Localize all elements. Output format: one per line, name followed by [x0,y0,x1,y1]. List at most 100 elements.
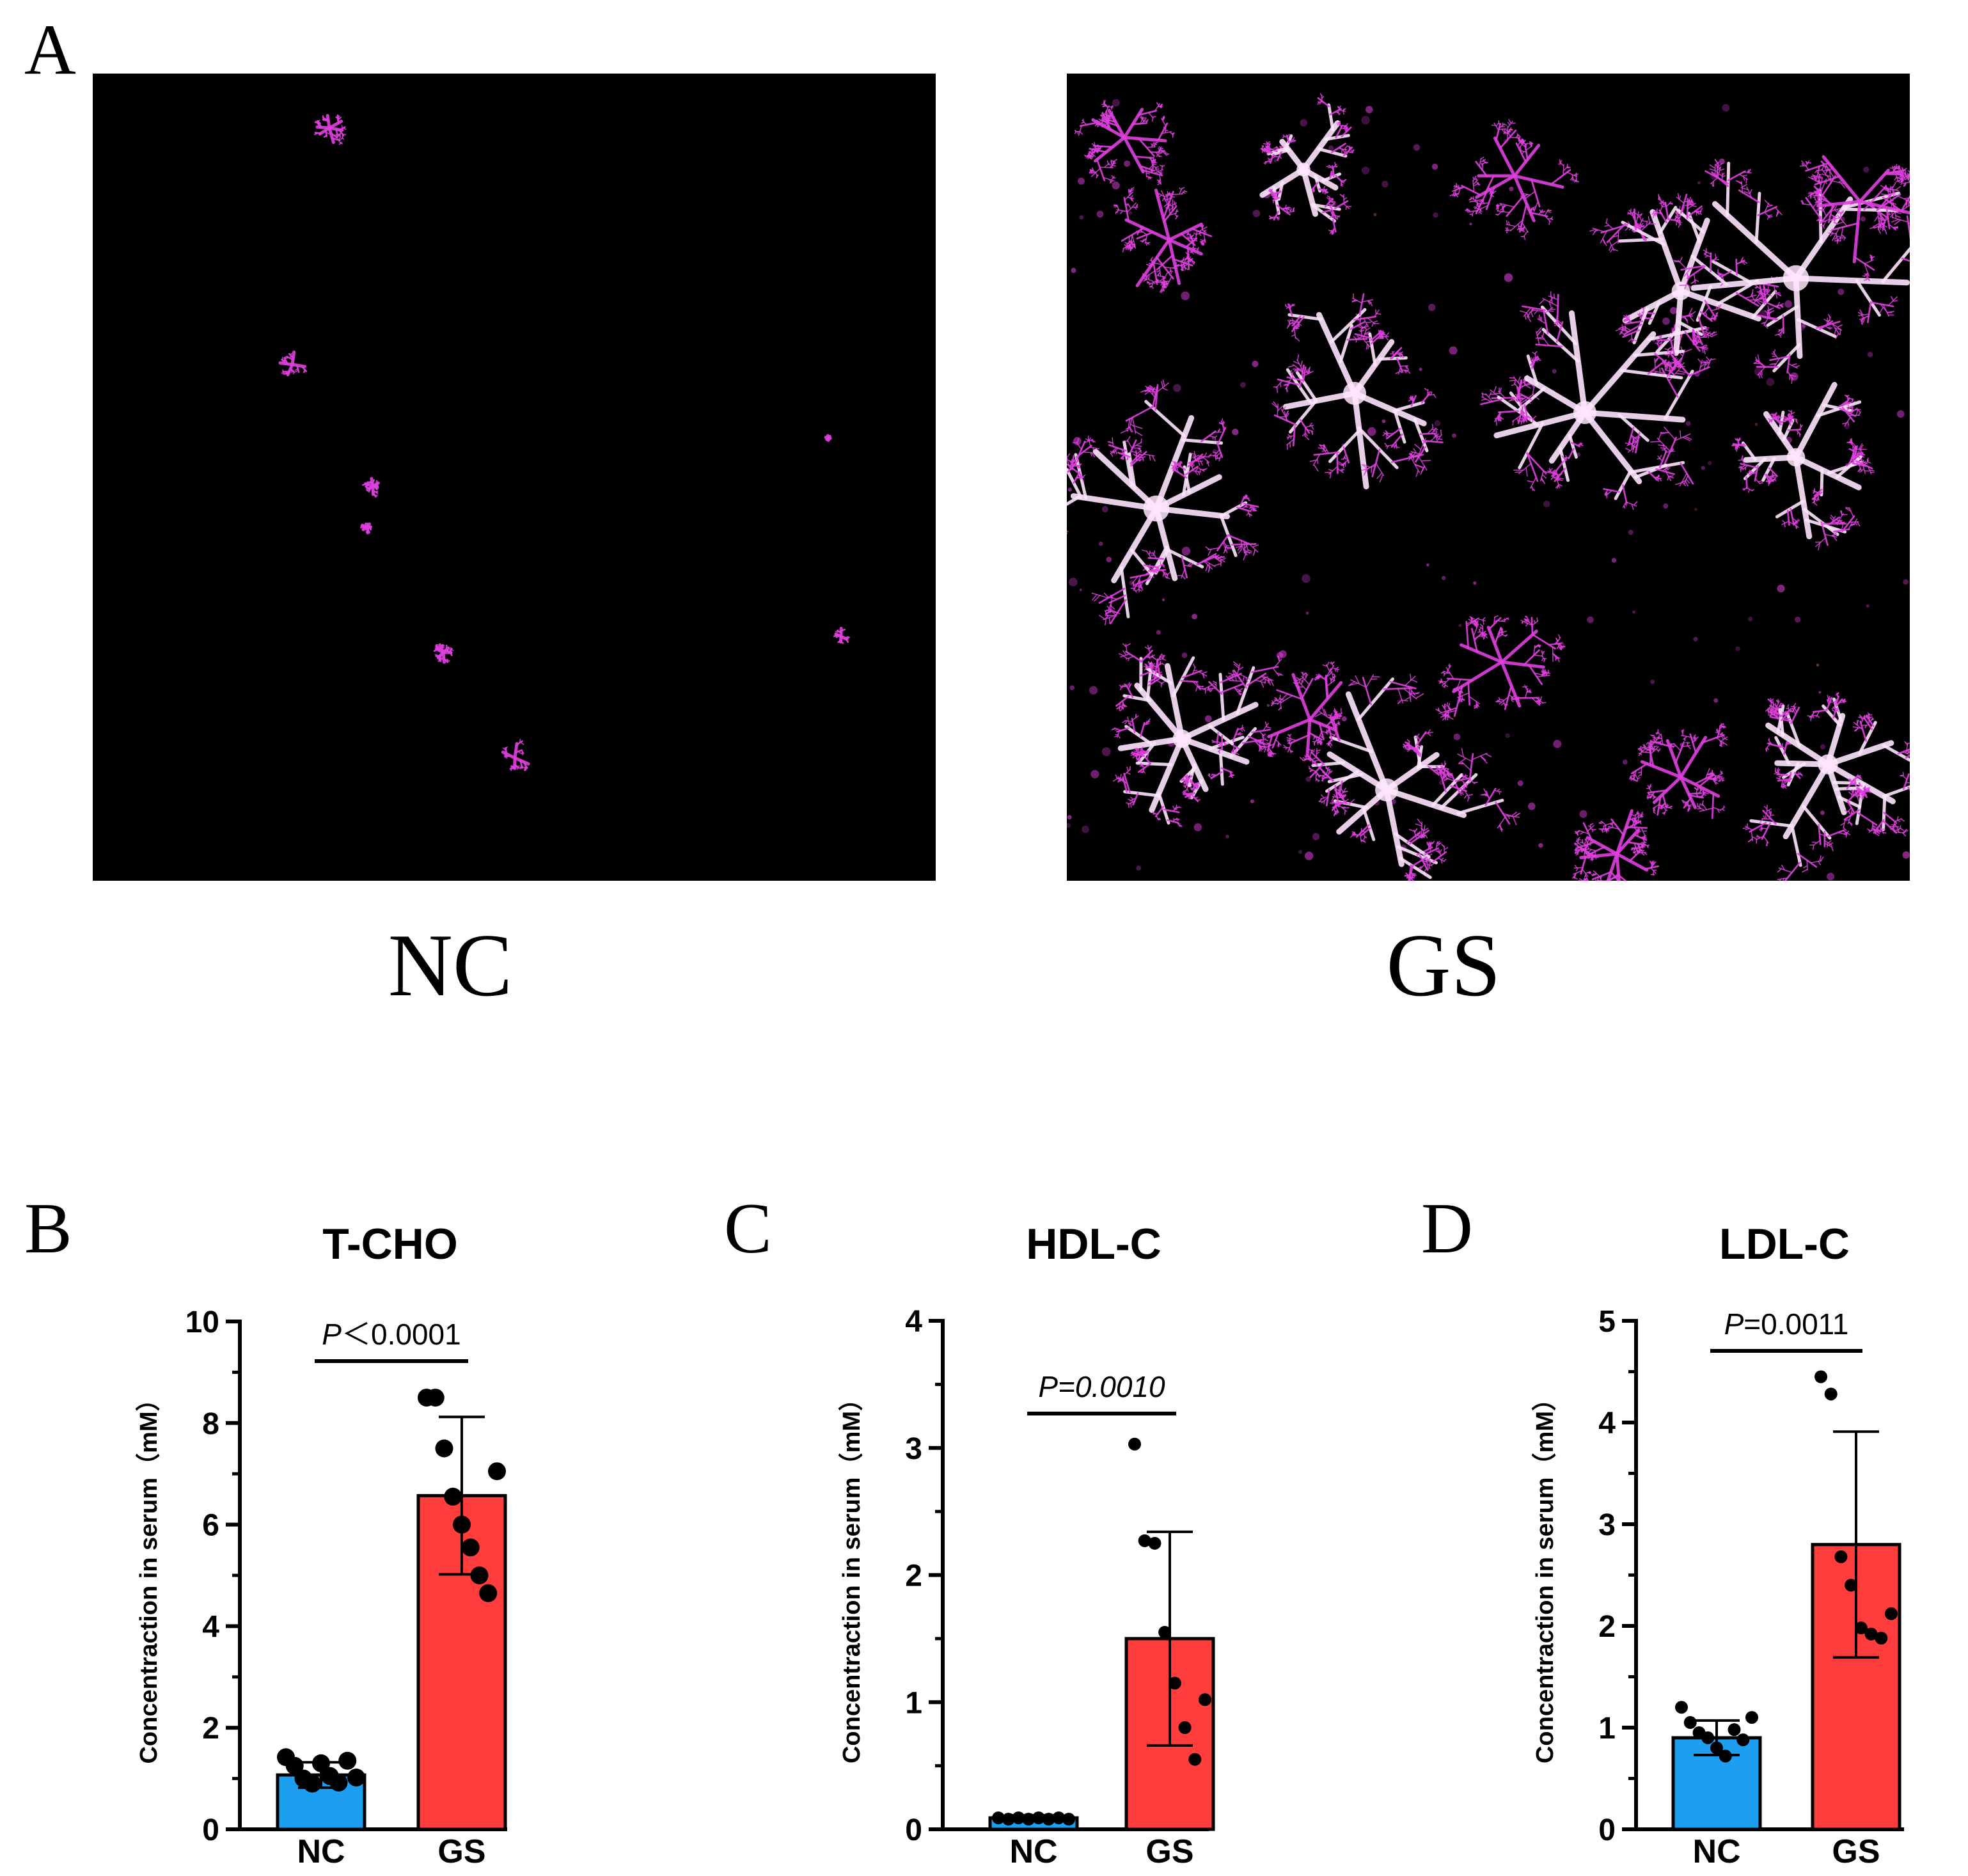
crystal-dendrite [1629,723,1728,819]
crystal-dendrite [501,738,530,771]
y-tick-label: 10 [185,1305,219,1339]
data-point [1002,1813,1015,1826]
data-point [1675,1701,1688,1714]
x-tick-label-gs: GS [437,1833,485,1870]
data-point [1168,1676,1181,1690]
panel-letter-a: A [24,10,76,90]
crystal-dendrite [1259,93,1355,235]
data-point [312,1754,330,1772]
data-point [453,1515,471,1534]
data-point [1736,1733,1750,1747]
data-point [1854,1621,1868,1635]
data-point [1138,1534,1151,1547]
panel-letter-b: B [24,1189,72,1268]
data-point [435,1439,453,1458]
crystal-dendrite [1299,674,1521,881]
y-tick-label: 2 [202,1712,219,1746]
data-point [1834,1550,1848,1563]
data-point [338,1751,357,1770]
y-tick-label: 3 [1598,1508,1616,1542]
crystal-dendrite [1074,100,1175,185]
x-tick-label-gs: GS [1832,1833,1880,1870]
data-point [1814,1370,1827,1383]
y-axis-label: Concentraction in serum（mM） [1532,1387,1559,1763]
crystal-dendrite [1111,643,1284,828]
p-value-label: P=0.0010 [1038,1370,1165,1403]
y-tick-label: 1 [1598,1712,1616,1746]
data-point [1052,1811,1066,1825]
crystal-dendrite [1449,119,1579,240]
y-tick-label: 1 [905,1686,922,1720]
crystal-dendrite [833,626,850,644]
crystal-dendrite [1271,293,1444,490]
data-point [444,1487,462,1506]
data-point [1683,1716,1697,1730]
chart-title: LDL-C [1719,1220,1850,1268]
error-bar-gs [1833,1430,1879,1659]
data-point [1745,1711,1758,1724]
crystal-dendrite [433,643,454,664]
data-point [1178,1721,1192,1734]
data-point [1158,1625,1172,1639]
panel-letter-c: C [724,1189,772,1268]
crystal-dendrite [278,350,308,377]
data-point [329,1773,348,1792]
y-tick-label: 8 [202,1407,219,1441]
y-tick-label: 6 [202,1509,219,1543]
data-point [303,1774,322,1793]
crystal-dendrite [313,114,347,145]
error-bar-gs [1147,1530,1193,1747]
panel-letter-d: D [1421,1189,1473,1268]
data-point [1701,1731,1715,1744]
y-tick-label: 4 [1598,1407,1616,1440]
chart-ldl-c: LDL-C Concentraction in serum（mM） 0 1 2 3 4 5 NC… [1532,1220,1904,1870]
data-point [285,1756,304,1775]
y-tick-label: 3 [905,1432,922,1466]
crystal-dendrite [1113,187,1213,294]
y-tick-label: 0 [1598,1813,1616,1847]
p-value-label: P=0.0011 [1724,1307,1849,1341]
crystal-dendrite [1435,615,1566,721]
y-tick-label: 2 [1598,1610,1616,1644]
data-point [1885,1607,1898,1620]
y-axis-label: Concentraction in serum（mM） [838,1387,865,1763]
micrograph-label-gs: GS [1386,916,1501,1015]
x-tick-label-nc: NC [297,1833,345,1870]
data-point [1012,1811,1025,1825]
y-tick-label: 4 [202,1610,219,1644]
data-point [1199,1693,1211,1707]
data-point [1188,1753,1202,1766]
crystal-dendrite [1067,379,1259,626]
chart-t-cho: T-CHO Concentraction in serum（mM） 0 2 4 6 8 10 N… [136,1220,507,1870]
crystal-dendrite [1480,291,1716,510]
data-point [1845,1579,1858,1592]
crystal-dendrite [362,477,380,498]
data-point [470,1566,489,1584]
crystal-dendrite [1571,809,1660,881]
y-axis-label: Concentraction in serum（mM） [136,1387,162,1763]
chart-hdl-c: HDL-C Concentraction in serum（mM） 0 1 2 3 4 NC G… [838,1220,1215,1870]
data-point [992,1811,1005,1825]
data-point [488,1462,506,1481]
y-tick-label: 0 [905,1813,922,1847]
data-point [1128,1437,1141,1451]
data-point [479,1584,498,1602]
crystal-dendrite [824,434,832,443]
x-tick-label-gs: GS [1145,1833,1193,1870]
data-point [461,1538,480,1557]
micrograph-gs [1067,74,1910,881]
x-tick-label-nc: NC [1009,1833,1057,1870]
micrograph-label-nc: NC [388,916,513,1015]
y-tick-label: 0 [202,1813,219,1847]
crystal-dendrite [360,522,372,535]
crystal-dendrite [1731,382,1875,551]
data-point [426,1389,445,1407]
data-point [1042,1813,1055,1826]
data-point [1728,1723,1741,1737]
crystal-dendrite [1589,193,1784,358]
sparse-crystal-micrograph-icon [278,114,850,771]
chart-title: T-CHO [322,1220,458,1268]
y-tick-label: 4 [905,1305,922,1339]
data-point [1062,1813,1075,1826]
